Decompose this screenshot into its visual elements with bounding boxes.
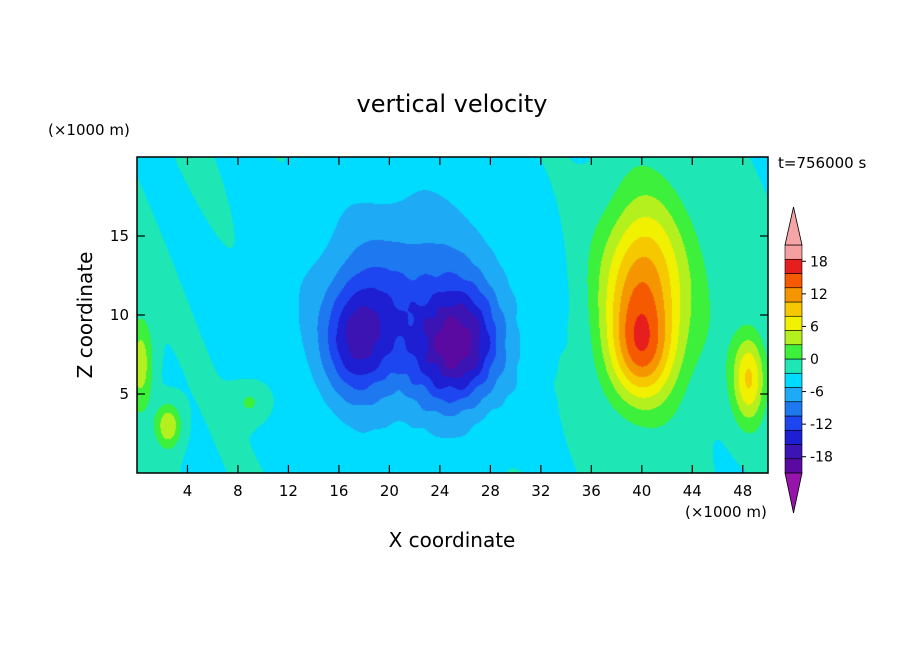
- colorbar-swatch: [784, 287, 803, 303]
- colorbar-swatch: [784, 358, 803, 374]
- colorbar-swatch: [784, 315, 803, 331]
- colorbar-label: -18: [810, 450, 833, 466]
- colorbar-label: -6: [810, 385, 824, 401]
- y-units-label: (×1000 m): [48, 121, 130, 139]
- x-tick-label: 48: [733, 482, 752, 500]
- colorbar-swatch: [784, 258, 803, 274]
- colorbar-label: -12: [810, 417, 833, 433]
- x-axis-ticks: 4 8 12 16 20 24 28 32 36 40 44 48: [183, 157, 752, 500]
- x-tick-label: 36: [582, 482, 601, 500]
- y-tick-label: 15: [110, 227, 129, 245]
- x-tick-label: 24: [430, 482, 449, 500]
- colorbar-label: 0: [810, 352, 819, 368]
- colorbar-label: 6: [810, 319, 819, 335]
- x-tick-label: 44: [683, 482, 702, 500]
- colorbar-swatch: [784, 244, 803, 260]
- colorbar-swatch: [784, 444, 803, 460]
- x-tick-label: 28: [481, 482, 500, 500]
- x-tick-label: 40: [632, 482, 651, 500]
- colorbar-under-triangle: [784, 472, 803, 514]
- colorbar-swatch: [784, 401, 803, 417]
- x-tick-label: 12: [279, 482, 298, 500]
- colorbar: 18 12 6 0 -6 -12 -18: [784, 206, 833, 514]
- x-tick-label: 8: [233, 482, 243, 500]
- x-tick-label: 16: [329, 482, 348, 500]
- colorbar-over-triangle: [784, 206, 803, 246]
- colorbar-swatch: [784, 415, 803, 431]
- colorbar-swatch: [784, 387, 803, 403]
- colorbar-label: 12: [810, 287, 828, 303]
- x-axis-label: X coordinate: [389, 528, 516, 552]
- time-label: t=756000 s: [778, 154, 866, 172]
- colorbar-swatch: [784, 458, 803, 474]
- x-tick-label: 32: [531, 482, 550, 500]
- colorbar-swatch: [784, 429, 803, 445]
- y-axis-label: Z coordinate: [73, 252, 97, 379]
- colorbar-label: 18: [810, 254, 828, 270]
- y-tick-label: 5: [119, 385, 129, 403]
- x-tick-label: 20: [380, 482, 399, 500]
- y-tick-label: 10: [110, 306, 129, 324]
- colorbar-swatch: [784, 344, 803, 360]
- chart-title: vertical velocity: [357, 90, 548, 118]
- y-axis-ticks: 5 10 15: [110, 227, 768, 403]
- colorbar-swatch: [784, 273, 803, 289]
- x-tick-label: 4: [183, 482, 193, 500]
- colorbar-swatch: [784, 301, 803, 317]
- velocity-field: [137, 157, 768, 473]
- colorbar-swatch: [784, 330, 803, 346]
- colorbar-swatch: [784, 372, 803, 388]
- x-units-label: (×1000 m): [685, 503, 767, 521]
